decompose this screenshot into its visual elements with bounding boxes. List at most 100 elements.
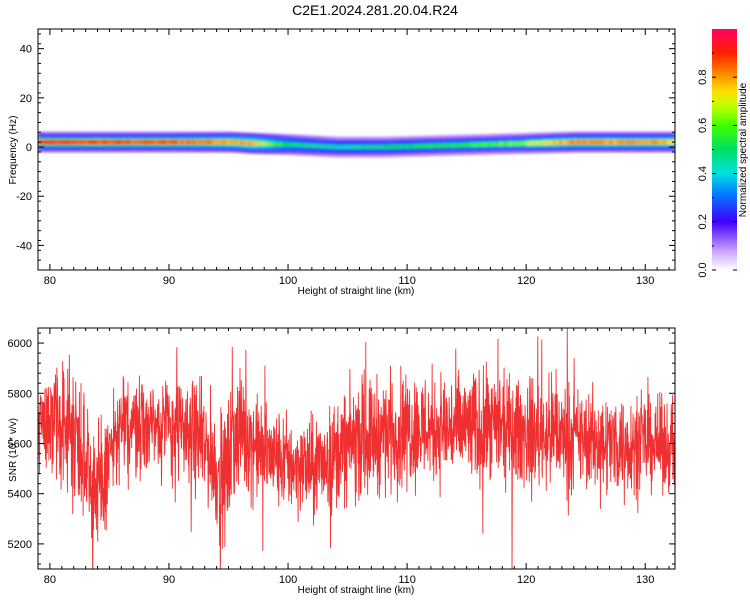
heatmap-cell bbox=[332, 144, 337, 150]
heatmap-cell bbox=[189, 139, 194, 145]
heatmap-cell bbox=[499, 141, 503, 147]
heatmap-cell bbox=[353, 144, 357, 150]
heatmap-cell bbox=[436, 143, 441, 148]
heatmap-cell bbox=[377, 144, 381, 150]
heatmap-cell bbox=[567, 140, 572, 145]
heatmap-cell bbox=[490, 142, 494, 147]
heatmap-cell bbox=[258, 141, 262, 146]
heatmap-cell bbox=[136, 139, 140, 145]
heatmap-cell bbox=[356, 144, 360, 150]
heatmap-cell bbox=[121, 139, 125, 145]
heatmap-cell bbox=[410, 144, 414, 149]
heatmap-cell bbox=[463, 142, 468, 148]
heatmap-cell bbox=[305, 143, 310, 148]
snr-x-label: Height of straight line (km) bbox=[298, 585, 415, 596]
heatmap-cell bbox=[91, 139, 95, 145]
heatmap-cell bbox=[171, 139, 176, 145]
heatmap-cell bbox=[398, 144, 402, 149]
heatmap-cell bbox=[216, 139, 220, 145]
heatmap-cell bbox=[213, 139, 217, 145]
heatmap-cell bbox=[466, 142, 471, 148]
y-tick-label: -40 bbox=[16, 240, 32, 252]
heatmap-cell bbox=[288, 142, 292, 147]
heatmap-cell bbox=[669, 139, 673, 145]
x-tick-label: 100 bbox=[279, 275, 297, 287]
heatmap-cell bbox=[451, 143, 456, 148]
heatmap-cell bbox=[320, 144, 325, 149]
heatmap-cell bbox=[648, 139, 652, 145]
heatmap-cell bbox=[40, 139, 45, 145]
heatmap-cell bbox=[210, 139, 215, 145]
heatmap-cell bbox=[246, 140, 250, 146]
heatmap-cell bbox=[270, 141, 274, 147]
heatmap-cell bbox=[493, 141, 497, 147]
heatmap-cell bbox=[118, 139, 122, 145]
heatmap-cell bbox=[279, 142, 283, 147]
snr-y-label: SNR (10 * v/v) bbox=[8, 418, 19, 482]
heatmap-cell bbox=[585, 139, 590, 145]
heatmap-cell bbox=[225, 139, 229, 145]
heatmap-cell bbox=[326, 144, 331, 149]
heatmap-cell bbox=[609, 139, 613, 145]
heatmap-cell bbox=[445, 143, 450, 148]
x-tick-label: 90 bbox=[163, 275, 175, 287]
heatmap-cell bbox=[561, 140, 566, 145]
x-tick-label: 130 bbox=[636, 574, 654, 586]
heatmap-cell bbox=[481, 142, 485, 147]
heatmap-cell bbox=[130, 139, 134, 145]
heatmap-cell bbox=[416, 143, 420, 149]
heatmap-cell bbox=[49, 139, 54, 145]
heatmap-cell bbox=[511, 141, 515, 146]
heatmap-cell bbox=[558, 140, 563, 145]
heatmap-cell bbox=[535, 140, 539, 146]
heatmap-cell bbox=[430, 143, 435, 149]
heatmap-cell bbox=[43, 139, 48, 145]
heatmap-cell bbox=[544, 140, 548, 146]
x-tick-label: 110 bbox=[398, 275, 416, 287]
heatmap-cell bbox=[311, 143, 316, 149]
x-tick-label: 80 bbox=[44, 275, 56, 287]
heatmap-cell bbox=[338, 144, 343, 150]
heatmap-cell bbox=[526, 141, 530, 146]
heatmap-cell bbox=[100, 139, 104, 145]
heatmap-cell bbox=[532, 140, 536, 146]
y-tick-label: 0 bbox=[26, 142, 32, 154]
heatmap-cell bbox=[657, 139, 661, 145]
heatmap-cell bbox=[582, 139, 587, 145]
heatmap-cell bbox=[627, 139, 631, 145]
heatmap-cell bbox=[478, 142, 482, 147]
heatmap-cell bbox=[484, 142, 488, 147]
heatmap-cell bbox=[591, 139, 596, 145]
heatmap-cell bbox=[472, 142, 476, 147]
heatmap-cell bbox=[359, 144, 363, 150]
heatmap-cell bbox=[413, 144, 417, 149]
heatmap-cell bbox=[549, 140, 554, 145]
heatmap-cell bbox=[392, 144, 396, 150]
colorbar: 0.0 0.2 0.4 0.6 0.8 Normalized spectral ampl… bbox=[697, 29, 749, 278]
heatmap-cell bbox=[148, 139, 152, 145]
heatmap-cell bbox=[529, 141, 533, 146]
heatmap-cell bbox=[383, 144, 387, 150]
heatmap-cell bbox=[76, 139, 81, 145]
heatmap-cell bbox=[404, 144, 408, 149]
heatmap-cell bbox=[505, 141, 509, 147]
heatmap-cell bbox=[282, 142, 286, 147]
heatmap-cell bbox=[186, 139, 191, 145]
heatmap-cell bbox=[177, 139, 182, 145]
heatmap-cell bbox=[395, 144, 399, 149]
heatmap-cell bbox=[344, 144, 348, 150]
heatmap-cell bbox=[154, 139, 158, 145]
heatmap-cell bbox=[127, 139, 131, 145]
heatmap-cell bbox=[636, 139, 640, 145]
heatmap-cell bbox=[552, 140, 557, 145]
heatmap-cell bbox=[157, 139, 161, 145]
heatmap-cell bbox=[538, 140, 542, 146]
heatmap-cell bbox=[508, 141, 512, 147]
heatmap-cell bbox=[139, 139, 143, 145]
heatmap-cell bbox=[576, 139, 581, 145]
heatmap-cell bbox=[160, 139, 164, 145]
heatmap-cell bbox=[407, 144, 411, 149]
x-tick-label: 90 bbox=[163, 574, 175, 586]
heatmap-cell bbox=[61, 139, 66, 145]
heatmap-cell bbox=[639, 139, 643, 145]
